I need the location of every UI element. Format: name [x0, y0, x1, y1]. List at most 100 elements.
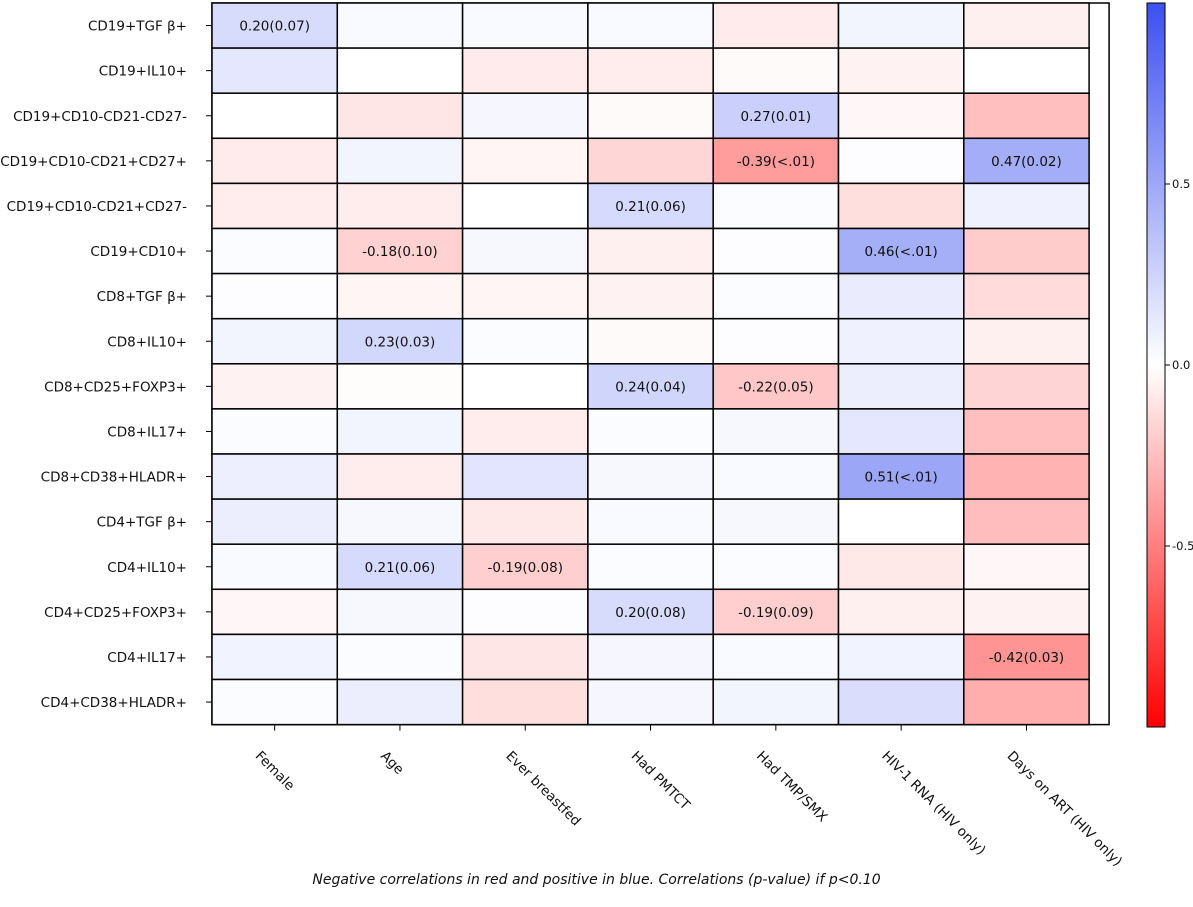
heatmap-cell [211, 137, 339, 185]
row-label: CD4+TGF β+ [97, 515, 187, 531]
heatmap-cell [336, 47, 464, 94]
heatmap-cell [461, 92, 589, 140]
heatmap-cell [211, 453, 339, 500]
heatmap-cell [837, 453, 965, 500]
heatmap-cell [587, 2, 714, 49]
heatmap-cell [211, 317, 339, 365]
cell-value-label: 0.20(0.07) [239, 19, 310, 35]
heatmap-cell [211, 272, 339, 320]
heatmap-cell [336, 453, 464, 500]
cell-value-label: 0.47(0.02) [991, 154, 1062, 170]
chart-caption: Negative correlations in red and positiv… [312, 872, 881, 888]
row-label: CD4+IL17+ [107, 650, 187, 666]
heatmap-cell [712, 47, 840, 94]
cell-value-label: -0.18(0.10) [362, 244, 438, 260]
cell-value-label: -0.19(0.09) [738, 605, 814, 621]
column-label: Ever breastfed [502, 748, 583, 829]
heatmap-cell [837, 588, 965, 636]
heatmap-cell [211, 543, 339, 591]
heatmap-cell [587, 317, 714, 365]
heatmap-cell [461, 543, 589, 591]
heatmap-cell [587, 543, 714, 591]
heatmap-cell [461, 408, 589, 455]
cell-value-label: 0.23(0.03) [365, 334, 436, 350]
heatmap-cell [461, 182, 589, 230]
heatmap-cell [587, 363, 714, 410]
row-label: CD8+IL17+ [107, 424, 187, 440]
row-label: CD19+CD10-CD21-CD27- [13, 109, 187, 125]
row-label: CD4+IL10+ [107, 560, 187, 576]
heatmap-cell [461, 678, 589, 726]
heatmap-cell [837, 182, 965, 230]
heatmap-cell [837, 47, 965, 94]
heatmap-cell [837, 227, 965, 275]
cell-value-label: 0.27(0.01) [741, 109, 812, 125]
heatmap-cell [712, 588, 840, 636]
heatmap-cell [963, 678, 1090, 726]
heatmap-cell [587, 92, 714, 140]
heatmap-cell [963, 453, 1090, 500]
heatmap-cell [587, 633, 714, 681]
heatmap-cells: 0.20(0.07) 0.27(0.01) -0.39(<.01) 0.47(0.02… [211, 2, 1110, 726]
heatmap-cell [963, 227, 1090, 275]
heatmap-cell [461, 137, 589, 185]
heatmap-cell [211, 47, 339, 94]
heatmap-cell [712, 453, 840, 500]
heatmap-cell [461, 633, 589, 681]
column-label: Had PMTCT [628, 748, 694, 814]
heatmap-cell [963, 633, 1090, 681]
heatmap-cell [461, 363, 589, 410]
heatmap-cell [963, 47, 1090, 94]
heatmap-cell [963, 498, 1090, 545]
colorbar: 0.5 0.0 -0.5 [1146, 2, 1193, 728]
heatmap-cell [336, 2, 464, 49]
heatmap-cell [837, 317, 965, 365]
heatmap-cell [963, 363, 1090, 410]
heatmap-cell [587, 137, 714, 185]
heatmap-cell [712, 317, 840, 365]
heatmap-cell [963, 543, 1090, 591]
heatmap-cell [211, 227, 339, 275]
heatmap-cell [211, 363, 339, 410]
heatmap-cell [837, 272, 965, 320]
heatmap-cell [336, 272, 464, 320]
heatmap-cell [837, 408, 965, 455]
row-label: CD4+CD25+FOXP3+ [44, 605, 187, 621]
heatmap-cell [336, 137, 464, 185]
heatmap-cell [963, 272, 1090, 320]
heatmap-cell [461, 588, 589, 636]
heatmap-cell [963, 182, 1090, 230]
colorbar-tick-label: 0.5 [1172, 177, 1190, 191]
row-label: CD8+TGF β+ [97, 289, 187, 305]
heatmap-cell [336, 92, 464, 140]
heatmap-cell [837, 678, 965, 726]
heatmap-cell [587, 272, 714, 320]
heatmap-cell [963, 2, 1090, 49]
heatmap-cell [712, 272, 840, 320]
heatmap-cell [336, 498, 464, 545]
heatmap-cell [837, 92, 965, 140]
row-label: CD19+TGF β+ [88, 19, 187, 35]
heatmap-cell [837, 363, 965, 410]
heatmap-cell [712, 2, 840, 49]
heatmap-cell [461, 272, 589, 320]
row-label: CD4+CD38+HLADR+ [41, 695, 187, 711]
heatmap-cell [587, 227, 714, 275]
heatmap-cell [712, 182, 840, 230]
heatmap-cell [837, 498, 965, 545]
heatmap-cell [336, 633, 464, 681]
heatmap-cell [211, 588, 339, 636]
heatmap-cell [461, 227, 589, 275]
heatmap-cell [211, 2, 339, 49]
heatmap-cell [963, 408, 1090, 455]
row-label: CD19+CD10+ [90, 244, 187, 260]
heatmap-cell [837, 543, 965, 591]
column-label: Female [252, 748, 298, 794]
heatmap-cell [211, 633, 339, 681]
heatmap-cell [211, 498, 339, 545]
colorbar-tick-label: -0.5 [1172, 539, 1193, 553]
heatmap-cell [712, 408, 840, 455]
heatmap-cell [587, 182, 714, 230]
heatmap-cell [211, 92, 339, 140]
heatmap-cell [712, 498, 840, 545]
